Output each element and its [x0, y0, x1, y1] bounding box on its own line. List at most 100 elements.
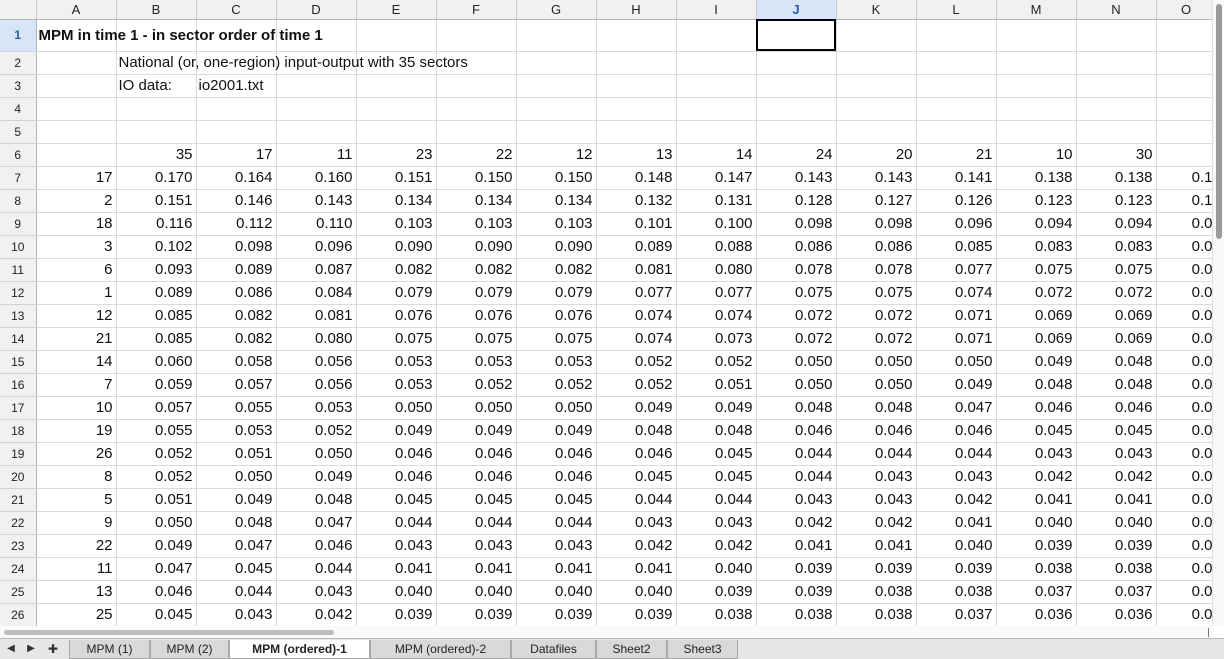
column-sector-label[interactable]: 24: [756, 143, 837, 167]
column-header-c[interactable]: C: [196, 0, 277, 20]
cell-j10[interactable]: 0.086: [756, 235, 837, 259]
cell-b1[interactable]: [116, 19, 197, 52]
cell-b22[interactable]: 0.050: [116, 511, 197, 535]
cell-a5[interactable]: [36, 120, 117, 144]
sheet-tab[interactable]: Sheet2: [596, 640, 667, 659]
cell-i24[interactable]: 0.040: [676, 557, 757, 581]
cell-i14[interactable]: 0.073: [676, 327, 757, 351]
next-sheet-icon[interactable]: ▶: [27, 643, 35, 654]
cell-h14[interactable]: 0.074: [596, 327, 677, 351]
cell-m16[interactable]: 0.048: [996, 373, 1077, 397]
cell-f7[interactable]: 0.150: [436, 166, 517, 190]
cell-j15[interactable]: 0.050: [756, 350, 837, 374]
cell-l20[interactable]: 0.043: [916, 465, 997, 489]
cell-n8[interactable]: 0.123: [1076, 189, 1157, 213]
cell-f23[interactable]: 0.043: [436, 534, 517, 558]
cell-k17[interactable]: 0.048: [836, 396, 917, 420]
cell-b10[interactable]: 0.102: [116, 235, 197, 259]
cell-g25[interactable]: 0.040: [516, 580, 597, 604]
cell-e1[interactable]: [356, 19, 437, 52]
cell-n22[interactable]: 0.040: [1076, 511, 1157, 535]
cell-j16[interactable]: 0.050: [756, 373, 837, 397]
column-sector-label[interactable]: 14: [676, 143, 757, 167]
cell-h13[interactable]: 0.074: [596, 304, 677, 328]
cell-b18[interactable]: 0.055: [116, 419, 197, 443]
cell-i18[interactable]: 0.048: [676, 419, 757, 443]
cell-e22[interactable]: 0.044: [356, 511, 437, 535]
cell-g7[interactable]: 0.150: [516, 166, 597, 190]
cell-g16[interactable]: 0.052: [516, 373, 597, 397]
cell-f26[interactable]: 0.039: [436, 603, 517, 626]
cell-d15[interactable]: 0.056: [276, 350, 357, 374]
cell-m19[interactable]: 0.043: [996, 442, 1077, 466]
io-data-label[interactable]: IO data:: [116, 74, 197, 98]
row-sector-label[interactable]: 14: [36, 350, 117, 374]
cell-f5[interactable]: [436, 120, 517, 144]
column-sector-label[interactable]: 13: [596, 143, 677, 167]
cell-o26[interactable]: 0.0: [1156, 603, 1212, 626]
cell-i19[interactable]: 0.045: [676, 442, 757, 466]
cell-k11[interactable]: 0.078: [836, 258, 917, 282]
row-header-23[interactable]: 23: [0, 534, 37, 558]
cell-d19[interactable]: 0.050: [276, 442, 357, 466]
row-header-25[interactable]: 25: [0, 580, 37, 604]
cell-m20[interactable]: 0.042: [996, 465, 1077, 489]
cell-l13[interactable]: 0.071: [916, 304, 997, 328]
cell-o19[interactable]: 0.0: [1156, 442, 1212, 466]
cell-g14[interactable]: 0.075: [516, 327, 597, 351]
cell-e19[interactable]: 0.046: [356, 442, 437, 466]
cell-o20[interactable]: 0.0: [1156, 465, 1212, 489]
row-sector-label[interactable]: 12: [36, 304, 117, 328]
cell-o16[interactable]: 0.0: [1156, 373, 1212, 397]
cell-h12[interactable]: 0.077: [596, 281, 677, 305]
cell-b24[interactable]: 0.047: [116, 557, 197, 581]
cell-g10[interactable]: 0.090: [516, 235, 597, 259]
cell-m21[interactable]: 0.041: [996, 488, 1077, 512]
vertical-scroll-thumb[interactable]: [1216, 4, 1222, 239]
cell-h5[interactable]: [596, 120, 677, 144]
cell-l22[interactable]: 0.041: [916, 511, 997, 535]
cell-f25[interactable]: 0.040: [436, 580, 517, 604]
cell-c2[interactable]: [196, 51, 277, 75]
cell-g1[interactable]: [516, 19, 597, 52]
cell-l9[interactable]: 0.096: [916, 212, 997, 236]
cell-d5[interactable]: [276, 120, 357, 144]
cell-n9[interactable]: 0.094: [1076, 212, 1157, 236]
cell-o2[interactable]: [1156, 51, 1212, 75]
cell-f22[interactable]: 0.044: [436, 511, 517, 535]
row-sector-label[interactable]: 7: [36, 373, 117, 397]
cell-b20[interactable]: 0.052: [116, 465, 197, 489]
row-header-8[interactable]: 8: [0, 189, 37, 213]
cell-d26[interactable]: 0.042: [276, 603, 357, 626]
cell-f19[interactable]: 0.046: [436, 442, 517, 466]
cell-d1[interactable]: [276, 19, 357, 52]
cell-j14[interactable]: 0.072: [756, 327, 837, 351]
cell-n19[interactable]: 0.043: [1076, 442, 1157, 466]
column-sector-label[interactable]: 30: [1076, 143, 1157, 167]
cell-h9[interactable]: 0.101: [596, 212, 677, 236]
cell-c26[interactable]: 0.043: [196, 603, 277, 626]
cell-i17[interactable]: 0.049: [676, 396, 757, 420]
cell-l24[interactable]: 0.039: [916, 557, 997, 581]
cell-j9[interactable]: 0.098: [756, 212, 837, 236]
row-sector-label[interactable]: 25: [36, 603, 117, 626]
cell-o17[interactable]: 0.0: [1156, 396, 1212, 420]
cell-i16[interactable]: 0.051: [676, 373, 757, 397]
cell-m26[interactable]: 0.036: [996, 603, 1077, 626]
cell-a2[interactable]: [36, 51, 117, 75]
cell-n21[interactable]: 0.041: [1076, 488, 1157, 512]
cell-l3[interactable]: [916, 74, 997, 98]
cell-e11[interactable]: 0.082: [356, 258, 437, 282]
row-sector-label[interactable]: 5: [36, 488, 117, 512]
cell-f12[interactable]: 0.079: [436, 281, 517, 305]
column-header-j[interactable]: J: [756, 0, 837, 20]
cell-m17[interactable]: 0.046: [996, 396, 1077, 420]
row-header-11[interactable]: 11: [0, 258, 37, 282]
cell-i11[interactable]: 0.080: [676, 258, 757, 282]
cell-d23[interactable]: 0.046: [276, 534, 357, 558]
sheet-tab[interactable]: MPM (ordered)-2: [370, 640, 511, 659]
cell-c7[interactable]: 0.164: [196, 166, 277, 190]
cell-c13[interactable]: 0.082: [196, 304, 277, 328]
row-sector-label[interactable]: 10: [36, 396, 117, 420]
cell-m24[interactable]: 0.038: [996, 557, 1077, 581]
